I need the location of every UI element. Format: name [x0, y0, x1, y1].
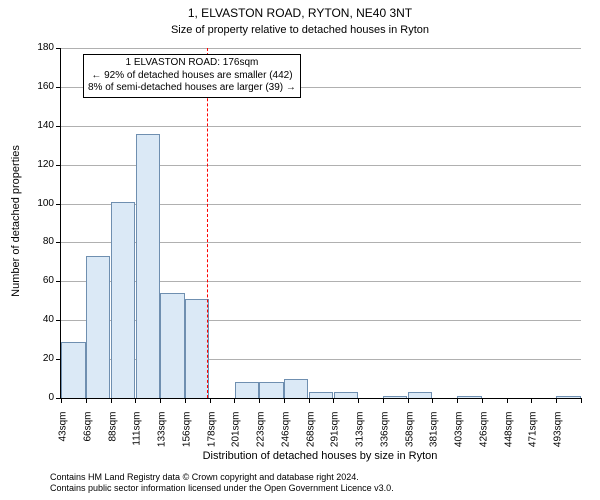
x-tick [309, 398, 310, 403]
histogram-bar [408, 392, 432, 398]
annotation-box: 1 ELVASTON ROAD: 176sqm← 92% of detached… [83, 54, 301, 98]
y-tick [56, 126, 61, 127]
y-tick-label: 100 [24, 198, 54, 209]
histogram-bar [185, 299, 209, 398]
x-tick-label: 313sqm [355, 412, 366, 457]
chart-subtitle: Size of property relative to detached ho… [0, 24, 600, 36]
y-tick [56, 204, 61, 205]
x-tick-label: 223sqm [256, 412, 267, 457]
x-tick-label: 493sqm [553, 412, 564, 457]
x-tick [61, 398, 62, 403]
y-axis-label: Number of detached properties [10, 46, 22, 396]
y-tick-label: 120 [24, 159, 54, 170]
histogram-bar [86, 256, 110, 398]
x-tick [284, 398, 285, 403]
y-gridline [61, 48, 581, 49]
x-tick-label: 66sqm [82, 412, 93, 457]
histogram-bar [309, 392, 333, 398]
x-tick-label: 336sqm [379, 412, 390, 457]
y-tick-label: 180 [24, 42, 54, 53]
footer-attribution: Contains HM Land Registry data © Crown c… [50, 472, 394, 495]
x-tick [135, 398, 136, 403]
x-tick [507, 398, 508, 403]
x-tick [111, 398, 112, 403]
x-tick [408, 398, 409, 403]
y-tick [56, 48, 61, 49]
x-tick [358, 398, 359, 403]
y-tick-label: 60 [24, 275, 54, 286]
histogram-bar [61, 342, 85, 398]
x-tick-label: 133sqm [157, 412, 168, 457]
x-tick-label: 268sqm [305, 412, 316, 457]
x-tick-label: 381sqm [429, 412, 440, 457]
y-tick-label: 0 [24, 392, 54, 403]
x-tick-label: 403sqm [454, 412, 465, 457]
plot-area: 1 ELVASTON ROAD: 176sqm← 92% of detached… [60, 48, 581, 399]
y-tick-label: 160 [24, 81, 54, 92]
histogram-bar [259, 382, 283, 398]
x-tick [185, 398, 186, 403]
x-tick [457, 398, 458, 403]
x-tick-label: 426sqm [478, 412, 489, 457]
footer-line: Contains HM Land Registry data © Crown c… [50, 472, 394, 483]
x-tick-label: 246sqm [280, 412, 291, 457]
y-tick-label: 80 [24, 236, 54, 247]
x-tick-label: 201sqm [231, 412, 242, 457]
histogram-bar [235, 382, 259, 398]
y-tick [56, 320, 61, 321]
x-tick-label: 156sqm [181, 412, 192, 457]
y-tick-label: 40 [24, 314, 54, 325]
histogram-bar [383, 396, 407, 398]
x-tick-label: 43sqm [58, 412, 69, 457]
x-tick [556, 398, 557, 403]
x-tick-label: 471sqm [528, 412, 539, 457]
histogram-bar [284, 379, 308, 398]
x-tick [234, 398, 235, 403]
footer-line: Contains public sector information licen… [50, 483, 394, 494]
x-tick-label: 358sqm [404, 412, 415, 457]
y-tick [56, 165, 61, 166]
x-tick [383, 398, 384, 403]
annotation-line: 1 ELVASTON ROAD: 176sqm [88, 57, 296, 70]
reference-line [207, 48, 208, 398]
y-tick-label: 140 [24, 120, 54, 131]
x-tick [333, 398, 334, 403]
histogram-bar [457, 396, 481, 398]
y-gridline [61, 126, 581, 127]
x-tick-label: 88sqm [107, 412, 118, 457]
histogram-bar [334, 392, 358, 398]
histogram-bar [160, 293, 184, 398]
annotation-line: 8% of semi-detached houses are larger (3… [88, 82, 296, 95]
x-tick [432, 398, 433, 403]
x-tick [160, 398, 161, 403]
x-tick [581, 398, 582, 403]
x-tick-label: 291sqm [330, 412, 341, 457]
histogram-bar [556, 396, 580, 398]
y-tick [56, 87, 61, 88]
x-tick-label: 111sqm [132, 412, 143, 457]
x-tick-label: 448sqm [503, 412, 514, 457]
annotation-line: ← 92% of detached houses are smaller (44… [88, 70, 296, 83]
x-tick [86, 398, 87, 403]
chart-container: 1, ELVASTON ROAD, RYTON, NE40 3NT Size o… [0, 0, 600, 500]
x-tick [210, 398, 211, 403]
y-tick [56, 281, 61, 282]
y-tick [56, 242, 61, 243]
x-tick-label: 178sqm [206, 412, 217, 457]
x-tick [259, 398, 260, 403]
histogram-bar [136, 134, 160, 398]
histogram-bar [111, 202, 135, 398]
x-tick [531, 398, 532, 403]
y-tick-label: 20 [24, 353, 54, 364]
x-tick [482, 398, 483, 403]
chart-title: 1, ELVASTON ROAD, RYTON, NE40 3NT [0, 6, 600, 20]
